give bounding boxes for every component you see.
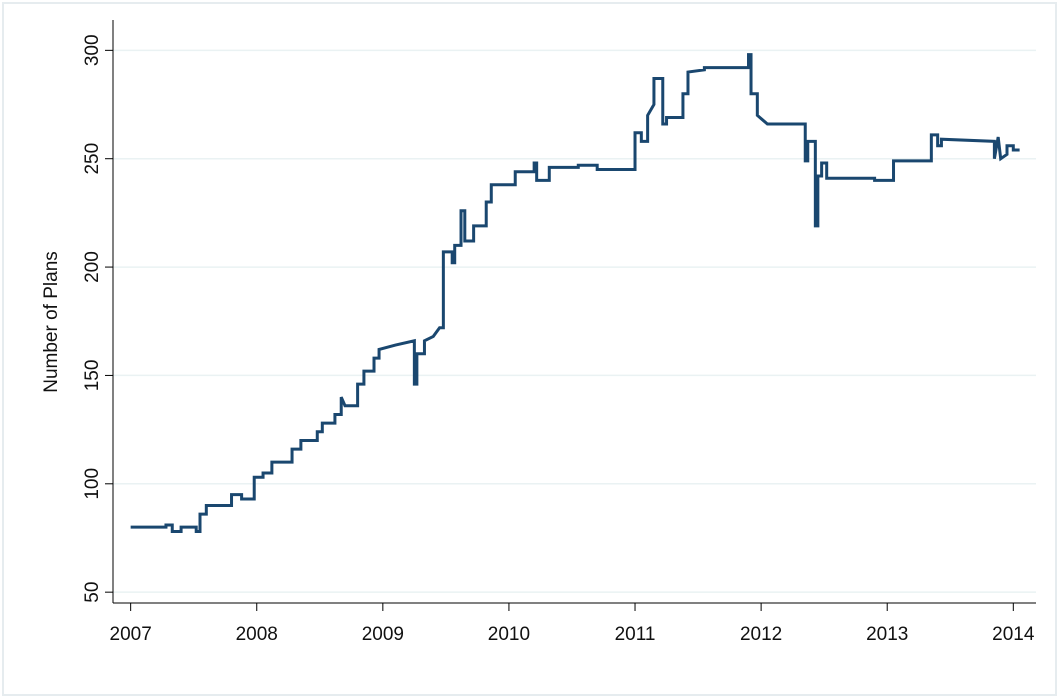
x-tick-label: 2014 (992, 624, 1035, 645)
y-tick-label: 100 (82, 468, 103, 500)
x-tick-label: 2012 (740, 624, 782, 645)
y-axis-label: Number of Plans (41, 251, 62, 393)
y-tick-label: 300 (82, 34, 103, 66)
y-tick-label: 50 (82, 582, 103, 603)
x-tick-label: 2010 (488, 624, 530, 645)
data-line (130, 53, 1020, 533)
x-tick-label: 2013 (866, 624, 908, 645)
x-tick-label: 2009 (362, 624, 404, 645)
y-tick-label: 250 (82, 143, 103, 175)
x-tick-label: 2007 (110, 624, 152, 645)
y-tick-label: 200 (82, 251, 103, 283)
y-tick-label: 150 (82, 360, 103, 392)
x-tick-label: 2011 (615, 624, 656, 645)
x-tick-label: 2008 (236, 624, 278, 645)
